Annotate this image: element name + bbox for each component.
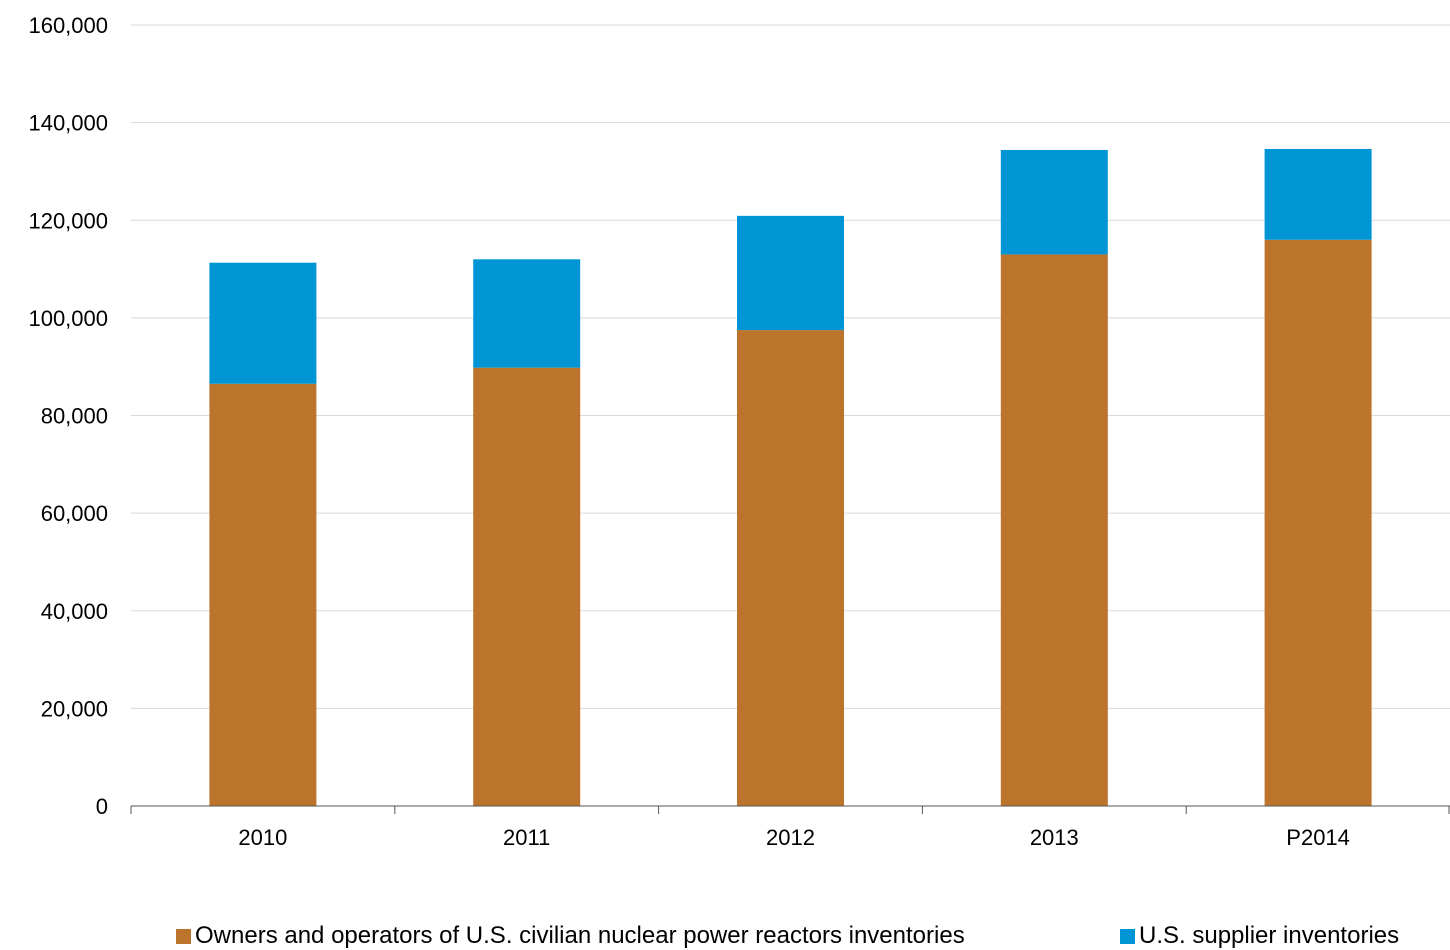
y-tick-label: 160,000: [28, 13, 108, 38]
bar-segment-us-supplier[interactable]: [1000, 149, 1108, 255]
y-tick-label: 0: [96, 794, 108, 819]
legend-item-us-supplier[interactable]: U.S. supplier inventories: [1120, 922, 1399, 950]
y-tick-label: 60,000: [41, 501, 108, 526]
legend-item-owners-operators[interactable]: Owners and operators of U.S. civilian nu…: [176, 922, 965, 950]
x-tick-label: 2013: [1030, 825, 1079, 850]
y-tick-label: 100,000: [28, 306, 108, 331]
bar-segment-owners-operators[interactable]: [209, 383, 317, 806]
y-axis-tick-labels: 0 20,000 40,000 60,000 80,000 100,000 120,000 1…: [28, 13, 108, 819]
legend-swatch-owners-operators: [176, 928, 191, 944]
x-tick-label: 2010: [238, 825, 287, 850]
axis-layer: [130, 805, 1450, 814]
bar-segment-owners-operators[interactable]: [473, 367, 581, 806]
y-tick-label: 20,000: [41, 696, 108, 721]
chart-legend: Owners and operators of U.S. civilian nu…: [0, 922, 1450, 949]
x-axis-tick-labels: 2010 2011 2012 2013 P2014: [238, 825, 1349, 850]
legend-label-us-supplier: U.S. supplier inventories: [1139, 922, 1400, 949]
stacked-bar-chart: 0 20,000 40,000 60,000 80,000 100,000 120,000 1…: [28, 13, 1450, 850]
x-tick-label: 2011: [503, 825, 550, 850]
bar-segment-us-supplier[interactable]: [473, 259, 581, 368]
bar-segment-owners-operators[interactable]: [737, 330, 844, 806]
y-tick-label: 120,000: [28, 208, 108, 233]
x-tick-label: 2012: [766, 825, 815, 850]
y-tick-label: 80,000: [41, 404, 108, 429]
bar-segment-owners-operators[interactable]: [1000, 254, 1108, 806]
bar-segment-us-supplier[interactable]: [1264, 148, 1372, 240]
bar-segment-us-supplier[interactable]: [209, 262, 317, 384]
legend-label-owners-operators: Owners and operators of U.S. civilian nu…: [195, 922, 965, 949]
y-tick-label: 140,000: [28, 111, 108, 136]
legend-swatch-us-supplier: [1120, 928, 1135, 944]
bars-layer: [209, 148, 1372, 806]
bar-segment-us-supplier[interactable]: [737, 215, 844, 331]
y-tick-label: 40,000: [41, 599, 108, 624]
bar-segment-owners-operators[interactable]: [1264, 239, 1372, 806]
x-tick-label: P2014: [1286, 825, 1350, 850]
